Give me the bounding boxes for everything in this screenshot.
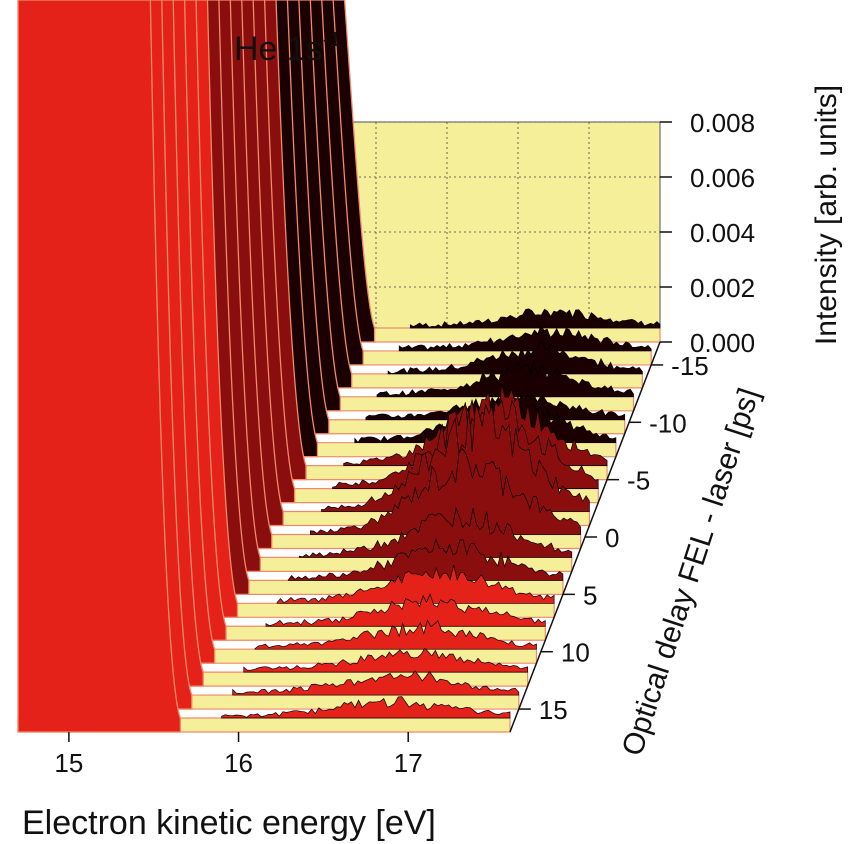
y-tick-label: -5 [627,466,650,496]
axis-ticks: 0.000 0.002 0.004 0.006 0.008 15 16 17 -15 -10 -5 0… [54,108,755,778]
slice-spectrum [398,324,652,352]
chart-title: He 1s-1 [234,29,341,68]
y-tick-label: -15 [671,351,709,381]
z-tick-label: 0.004 [690,218,755,248]
slice-spectrum [287,537,564,581]
y-axis-title: Optical delay FEL - laser [ps] [616,384,766,759]
slice-spectrum [254,619,537,650]
x-tick-label: 16 [224,748,253,778]
slice-spectrum [298,506,573,558]
y-tick-label: 0 [605,523,619,553]
slice-spectrum [376,359,634,398]
z-tick-label: 0.000 [690,328,755,358]
slice-spectrum [387,340,643,375]
chart-title-main: He 1s [234,30,323,68]
peak-slice [17,0,182,733]
y-tick-label: 5 [583,580,597,610]
slice-spectrum [232,670,520,696]
slice-spectrum [276,564,555,604]
z-tick-label: 0.008 [690,108,755,138]
slice-spectrum [409,308,661,329]
z-tick-label: 0.002 [690,273,755,303]
slice-spectrum [321,403,590,512]
x-tick-label: 15 [54,748,83,778]
x-axis-title: Electron kinetic energy [eV] [22,804,436,842]
chart-title-superscript: -1 [323,29,341,51]
z-tick-label: 0.006 [690,163,755,193]
z-axis-title: Intensity [arb. units] [810,85,843,345]
slice-spectrum [310,448,581,535]
slice-spectrum [221,696,511,719]
y-tick-label: 10 [561,638,590,668]
slice-spectrum [265,593,546,627]
x-tick-label: 17 [394,748,423,778]
y-tick-label: -10 [649,408,687,438]
y-tick-label: 15 [539,695,568,725]
helium-peak [17,0,376,733]
slice-spectrum [243,647,529,673]
